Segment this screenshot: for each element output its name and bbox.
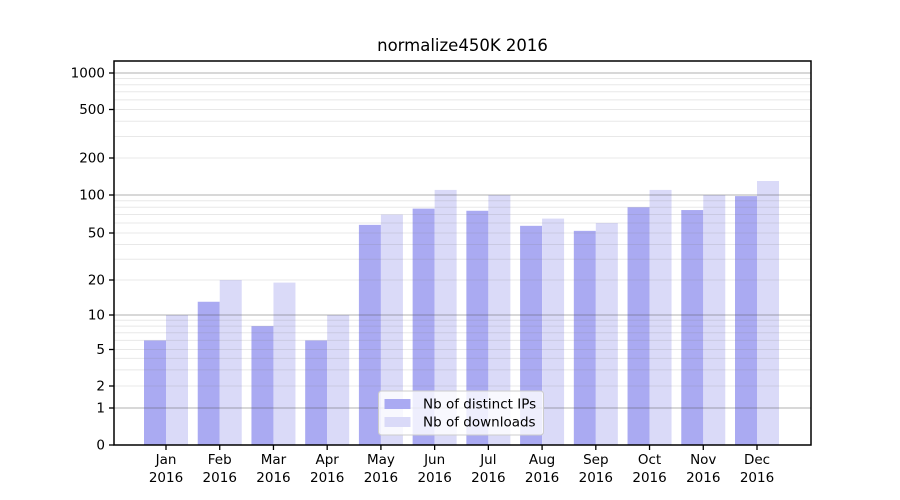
- bar-downloads-oct: [649, 189, 672, 445]
- x-tick-label-month: Mar: [261, 452, 287, 468]
- bar-distinct-ips-may: [358, 224, 381, 445]
- x-tick-label-year: 2016: [579, 470, 613, 486]
- bar-distinct-ips-oct: [627, 207, 650, 445]
- bar-downloads-apr: [327, 315, 350, 445]
- bar-downloads-dec: [757, 180, 779, 446]
- y-tick-label: 500: [79, 102, 105, 118]
- bar-downloads-jun: [434, 189, 457, 445]
- bar-distinct-ips-jun: [412, 208, 435, 445]
- y-tick-label: 0: [96, 438, 105, 454]
- y-tick-label: 1000: [71, 66, 105, 82]
- x-tick-label-month: Jan: [155, 452, 177, 468]
- x-tick-label-year: 2016: [525, 470, 559, 486]
- legend-swatch-distinct-ips: [384, 399, 411, 409]
- bar-distinct-ips-sep: [573, 230, 596, 445]
- bar-downloads-nov: [703, 195, 726, 445]
- bar-distinct-ips-nov: [681, 210, 704, 445]
- bar-distinct-ips-aug: [520, 225, 543, 445]
- x-tick-label-year: 2016: [686, 470, 720, 486]
- x-tick-label-year: 2016: [632, 470, 666, 486]
- bar-downloads-aug: [542, 218, 565, 445]
- bar-distinct-ips-dec: [735, 196, 757, 445]
- bar-distinct-ips-jul: [466, 210, 489, 445]
- y-tick-label: 1: [96, 401, 105, 417]
- y-tick-label: 100: [79, 188, 105, 204]
- bar-downloads-may: [380, 214, 403, 445]
- x-tick-label-month: Feb: [208, 452, 232, 468]
- bar-downloads-sep: [595, 223, 618, 445]
- y-tick-label: 50: [88, 226, 105, 242]
- x-tick-label-year: 2016: [471, 470, 505, 486]
- y-tick-label: 2: [96, 379, 105, 395]
- bar-distinct-ips-mar: [251, 326, 274, 445]
- x-tick-label-year: 2016: [203, 470, 237, 486]
- x-tick-label-year: 2016: [740, 470, 774, 486]
- x-tick-label-year: 2016: [364, 470, 398, 486]
- x-tick-label-year: 2016: [149, 470, 183, 486]
- x-tick-label-month: May: [367, 452, 395, 468]
- x-tick-label-month: Sep: [583, 452, 608, 468]
- x-tick-label-month: Aug: [529, 452, 555, 468]
- x-tick-label-month: Apr: [316, 452, 340, 468]
- y-tick-label: 20: [88, 273, 105, 289]
- bar-downloads-feb: [219, 280, 242, 445]
- bar-downloads-mar: [273, 282, 296, 445]
- bar-distinct-ips-apr: [305, 340, 328, 445]
- legend-swatch-downloads: [384, 417, 411, 427]
- y-tick-label: 10: [88, 308, 105, 324]
- legend-box: [378, 390, 544, 436]
- x-tick-label-month: Dec: [744, 452, 770, 468]
- chart-title: normalize450K 2016: [377, 36, 548, 55]
- x-tick-label-year: 2016: [310, 470, 344, 486]
- x-tick-label-month: Nov: [690, 452, 716, 468]
- x-tick-label-month: Jul: [479, 452, 496, 468]
- x-tick-label-month: Jun: [423, 452, 445, 468]
- bar-downloads-jul: [488, 195, 511, 445]
- y-tick-label: 5: [96, 342, 105, 358]
- x-tick-label-month: Oct: [638, 452, 661, 468]
- legend-label-distinct-ips: Nb of distinct IPs: [423, 397, 536, 413]
- bar-distinct-ips-feb: [197, 301, 220, 445]
- bar-distinct-ips-jan: [144, 340, 166, 445]
- x-tick-label-year: 2016: [417, 470, 451, 486]
- plot-border: [113, 60, 812, 446]
- legend-label-downloads: Nb of downloads: [423, 415, 536, 431]
- y-tick-label: 200: [79, 151, 105, 167]
- x-tick-label-year: 2016: [256, 470, 290, 486]
- bar-downloads-jan: [166, 315, 188, 445]
